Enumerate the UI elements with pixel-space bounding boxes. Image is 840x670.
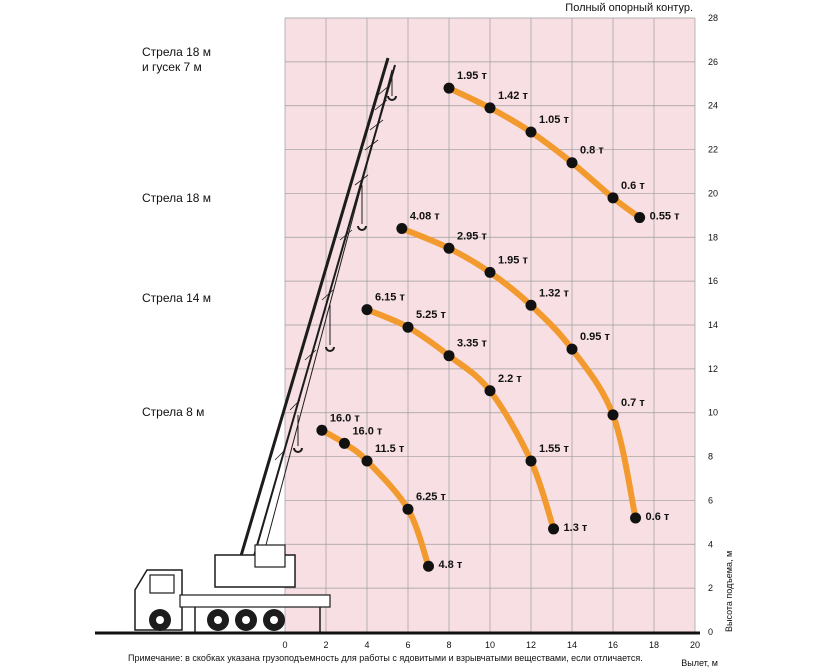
data-point xyxy=(607,192,619,204)
y-tick-label: 26 xyxy=(708,57,718,67)
y-tick-label: 22 xyxy=(708,145,718,155)
data-point xyxy=(396,223,408,235)
data-label: 4.8 т xyxy=(439,559,463,571)
data-label: 5.25 т xyxy=(416,309,446,321)
data-point xyxy=(525,299,537,311)
y-tick-label: 28 xyxy=(708,13,718,23)
data-label: 2.95 т xyxy=(457,230,487,242)
x-tick-label: 10 xyxy=(485,640,495,650)
series-label-boom-18-jib-7-line2: и гусек 7 м xyxy=(142,60,202,74)
data-label: 1.95 т xyxy=(457,70,487,82)
data-label: 1.05 т xyxy=(539,114,569,126)
data-point xyxy=(607,409,619,421)
chart-header: Полный опорный контур. xyxy=(565,2,693,14)
data-label: 1.3 т xyxy=(564,522,588,534)
data-label: 16.0 т xyxy=(330,412,360,424)
x-axis-label: Вылет, м xyxy=(681,658,718,668)
data-point xyxy=(630,512,642,524)
x-tick-label: 4 xyxy=(364,640,369,650)
data-label: 0.55 т xyxy=(650,211,680,223)
data-label: 0.6 т xyxy=(646,511,670,523)
y-tick-label: 16 xyxy=(708,276,718,286)
data-point xyxy=(548,523,560,535)
data-point xyxy=(634,212,646,224)
y-tick-label: 0 xyxy=(708,627,713,637)
data-label: 6.15 т xyxy=(375,292,405,304)
data-label: 1.55 т xyxy=(539,443,569,455)
data-label: 16.0 т xyxy=(352,425,382,437)
y-tick-label: 24 xyxy=(708,101,718,111)
x-tick-label: 2 xyxy=(323,640,328,650)
series-label-boom-8: Стрела 8 м xyxy=(142,405,204,419)
data-label: 0.7 т xyxy=(621,397,645,409)
data-point xyxy=(338,437,350,449)
data-label: 1.95 т xyxy=(498,254,528,266)
data-point xyxy=(361,455,373,467)
x-tick-label: 12 xyxy=(526,640,536,650)
data-point xyxy=(443,350,455,362)
data-point xyxy=(423,560,434,572)
data-label: 4.08 т xyxy=(410,211,440,223)
x-tick-label: 0 xyxy=(282,640,287,650)
x-tick-label: 16 xyxy=(608,640,618,650)
data-labels: 1.95 т 1.42 т 1.05 т 0.8 т 0.6 т 0.55 т 4.08 т… xyxy=(330,70,680,571)
data-label: 0.6 т xyxy=(621,180,645,192)
y-tick-label: 18 xyxy=(708,232,718,242)
data-label: 1.42 т xyxy=(498,90,528,102)
data-point xyxy=(316,424,328,436)
data-point xyxy=(484,102,496,114)
data-label: 3.35 т xyxy=(457,338,487,350)
series-label-boom-14: Стрела 14 м xyxy=(142,291,211,305)
data-label: 1.32 т xyxy=(539,287,569,299)
data-point xyxy=(525,126,537,138)
series-label-boom-18-jib-7-line1: Стрела 18 м xyxy=(142,45,211,59)
x-tick-label: 8 xyxy=(446,640,451,650)
footnote: Примечание: в скобках указана грузоподъе… xyxy=(128,653,643,663)
data-point xyxy=(566,343,578,355)
y-tick-label: 4 xyxy=(708,539,713,549)
data-label: 2.2 т xyxy=(498,373,522,385)
data-point xyxy=(402,503,414,515)
y-tick-label: 12 xyxy=(708,364,718,374)
x-tick-label: 20 xyxy=(690,640,700,650)
data-label: 6.25 т xyxy=(416,491,446,503)
data-point xyxy=(484,266,496,278)
y-axis-label: Высота подъема, м xyxy=(724,551,734,632)
data-point xyxy=(566,157,578,169)
data-point xyxy=(402,321,414,333)
data-label: 0.8 т xyxy=(580,145,604,157)
y-tick-label: 10 xyxy=(708,408,718,418)
data-label: 0.95 т xyxy=(580,331,610,343)
data-point xyxy=(443,82,455,94)
y-tick-label: 14 xyxy=(708,320,718,330)
data-point xyxy=(484,385,496,397)
data-point xyxy=(443,242,455,254)
data-point xyxy=(525,455,537,467)
y-tick-label: 2 xyxy=(708,583,713,593)
series-label-boom-18: Стрела 18 м xyxy=(142,191,211,205)
x-tick-label: 14 xyxy=(567,640,577,650)
y-tick-label: 8 xyxy=(708,452,713,462)
x-tick-label: 18 xyxy=(649,640,659,650)
data-point xyxy=(361,304,373,316)
axes: 0 2 4 6 8 10 12 14 16 18 2002468101214161820222426… xyxy=(282,13,718,650)
grid-lines xyxy=(284,17,696,633)
y-tick-label: 20 xyxy=(708,188,718,198)
y-tick-label: 6 xyxy=(708,495,713,505)
crane-illustration xyxy=(134,57,397,632)
data-label: 11.5 т xyxy=(375,443,405,455)
x-tick-label: 6 xyxy=(405,640,410,650)
data-points xyxy=(316,82,646,572)
